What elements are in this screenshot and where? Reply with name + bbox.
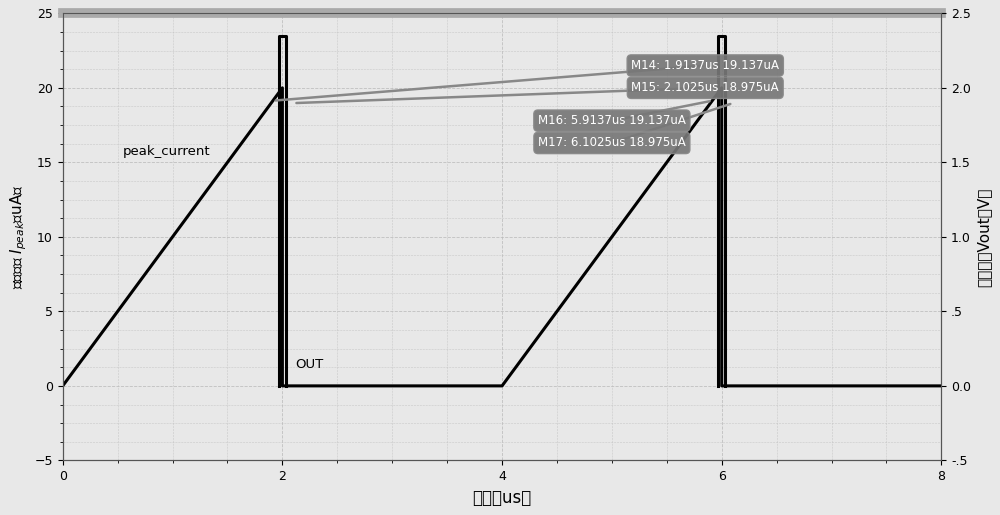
Text: M15: 2.1025us 18.975uA: M15: 2.1025us 18.975uA [631,81,779,94]
Text: M14: 1.9137us 19.137uA: M14: 1.9137us 19.137uA [631,59,779,72]
Text: peak_current: peak_current [123,145,211,158]
Text: M17: 6.1025us 18.975uA: M17: 6.1025us 18.975uA [538,136,686,149]
Y-axis label: 输出电压Vout（V）: 输出电压Vout（V） [977,187,992,286]
Y-axis label: 尖峰电流 $I_{peak}$（uA）: 尖峰电流 $I_{peak}$（uA） [8,185,29,289]
Text: M16: 5.9137us 19.137uA: M16: 5.9137us 19.137uA [538,114,686,127]
X-axis label: 时间（us）: 时间（us） [472,489,532,507]
Text: OUT: OUT [296,358,324,371]
